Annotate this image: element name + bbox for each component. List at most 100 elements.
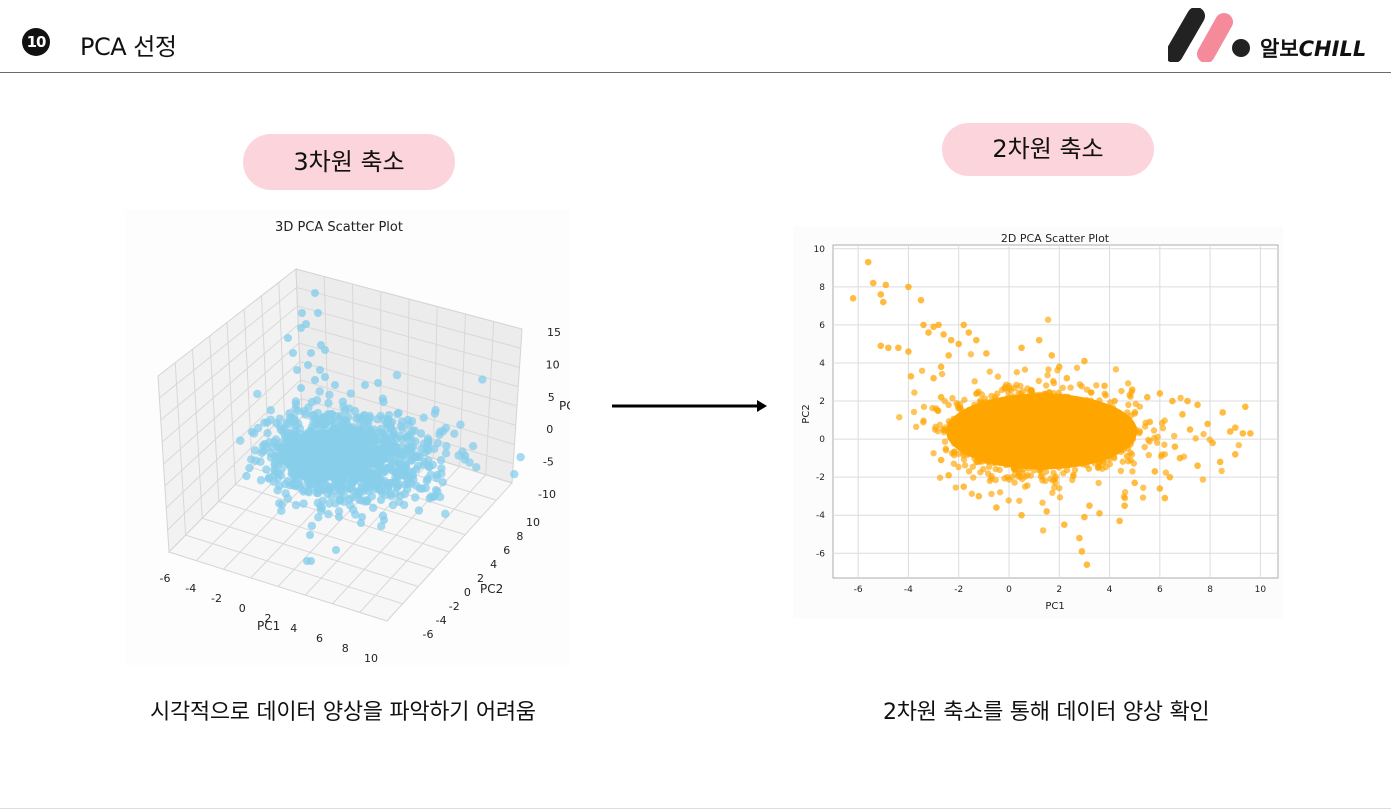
plot2d-dense-cluster [896, 316, 1243, 534]
y-tick-label: 8 [516, 530, 523, 543]
scatter-point [335, 496, 345, 505]
scatter-point [311, 289, 319, 297]
z-tick-label: -5 [543, 456, 554, 469]
scatter-point [993, 504, 1000, 511]
grid-line [459, 313, 466, 467]
scatter-point [397, 442, 406, 452]
scatter-point [1226, 428, 1234, 435]
scatter-point [298, 309, 306, 317]
scatter-point [1035, 377, 1043, 385]
scatter-point [386, 456, 395, 465]
scatter-point [262, 465, 271, 474]
scatter-point [1124, 380, 1132, 387]
scatter-point [510, 469, 519, 479]
scatter-point [937, 456, 945, 464]
scatter-point [368, 503, 378, 512]
scatter-point [960, 483, 968, 490]
scatter-point [951, 448, 958, 455]
scatter-point [1060, 521, 1068, 529]
x-tick-label: 2 [1056, 585, 1062, 595]
scatter-point [1024, 471, 1031, 479]
scatter-point [1087, 389, 1095, 396]
scatter-point [905, 283, 912, 291]
y-tick-label: 0 [464, 586, 471, 599]
scatter-point [1005, 497, 1012, 504]
scatter-point [1042, 477, 1049, 485]
scatter-point [388, 442, 397, 451]
scatter-point [930, 374, 937, 382]
grid-line [243, 309, 253, 468]
scatter-point [311, 376, 319, 384]
plot2d-points [849, 258, 1254, 568]
x-tick-label: 0 [239, 602, 246, 615]
scatter-point [1125, 401, 1132, 409]
scatter-point [321, 346, 329, 354]
scatter-point [403, 475, 412, 484]
scatter-point [327, 409, 337, 419]
scatter-point [941, 438, 949, 445]
scatter-point [905, 348, 912, 355]
scatter-point [324, 509, 333, 519]
scatter-point [1067, 384, 1074, 391]
y-tick-label: -4 [816, 511, 825, 521]
x-axis-label: PC1 [1045, 601, 1064, 612]
scatter-point [301, 409, 310, 419]
y-tick-label: 6 [503, 544, 510, 557]
scatter-point [1021, 483, 1029, 490]
scatter-point [1039, 499, 1046, 506]
scatter-point [1101, 390, 1109, 397]
scatter-point [937, 393, 945, 401]
y-axis-label: PC2 [801, 404, 812, 423]
scatter-point [311, 415, 321, 425]
scatter-point [994, 373, 1002, 380]
scatter-point [1130, 460, 1138, 467]
scatter-point [516, 452, 525, 462]
x-tick-label: -4 [185, 582, 196, 595]
scatter-point [456, 420, 465, 429]
scatter-point [1050, 469, 1057, 477]
scatter-point [917, 296, 925, 304]
pill-3d-reduction: 3차원 축소 [243, 134, 455, 190]
scatter-point [1242, 403, 1249, 411]
scatter-point [385, 479, 394, 488]
scatter-point [879, 298, 887, 306]
scatter-point [932, 423, 939, 431]
scatter-point [1095, 463, 1103, 471]
scatter-point [920, 417, 927, 424]
scatter-point [961, 396, 968, 404]
scatter-point [424, 446, 433, 455]
y-axis-label: PC2 [480, 582, 503, 596]
scatter-point [297, 324, 305, 332]
scatter-point [438, 477, 447, 487]
scatter-point [1131, 479, 1138, 487]
scatter-point [253, 389, 262, 399]
scatter-point [1176, 454, 1184, 462]
scatter-point [331, 381, 339, 389]
scatter-point [1085, 465, 1093, 472]
y-tick-label: 6 [819, 321, 825, 331]
scatter-point [422, 476, 432, 486]
scatter-point [882, 281, 890, 289]
scatter-point [986, 368, 993, 375]
scatter-point [936, 474, 944, 481]
z-tick-label: 5 [548, 391, 555, 404]
scatter-point [349, 505, 358, 514]
scatter-point [885, 344, 892, 352]
scatter-point [432, 486, 440, 494]
scatter-point [1151, 468, 1159, 475]
scatter-point [275, 499, 284, 508]
scatter-point [945, 401, 952, 409]
scatter-point [996, 489, 1004, 496]
scatter-point [259, 446, 268, 455]
scatter-point [986, 477, 994, 485]
scatter-point [1194, 462, 1201, 470]
grid-line [485, 321, 495, 475]
scatter-point [405, 431, 413, 439]
scatter-point [920, 403, 928, 411]
scatter-point [435, 492, 445, 502]
scatter-point [256, 476, 266, 485]
scatter-point [392, 370, 402, 380]
scatter-point [1118, 414, 1126, 422]
scatter-point [1231, 424, 1239, 431]
scatter-point [401, 461, 411, 470]
